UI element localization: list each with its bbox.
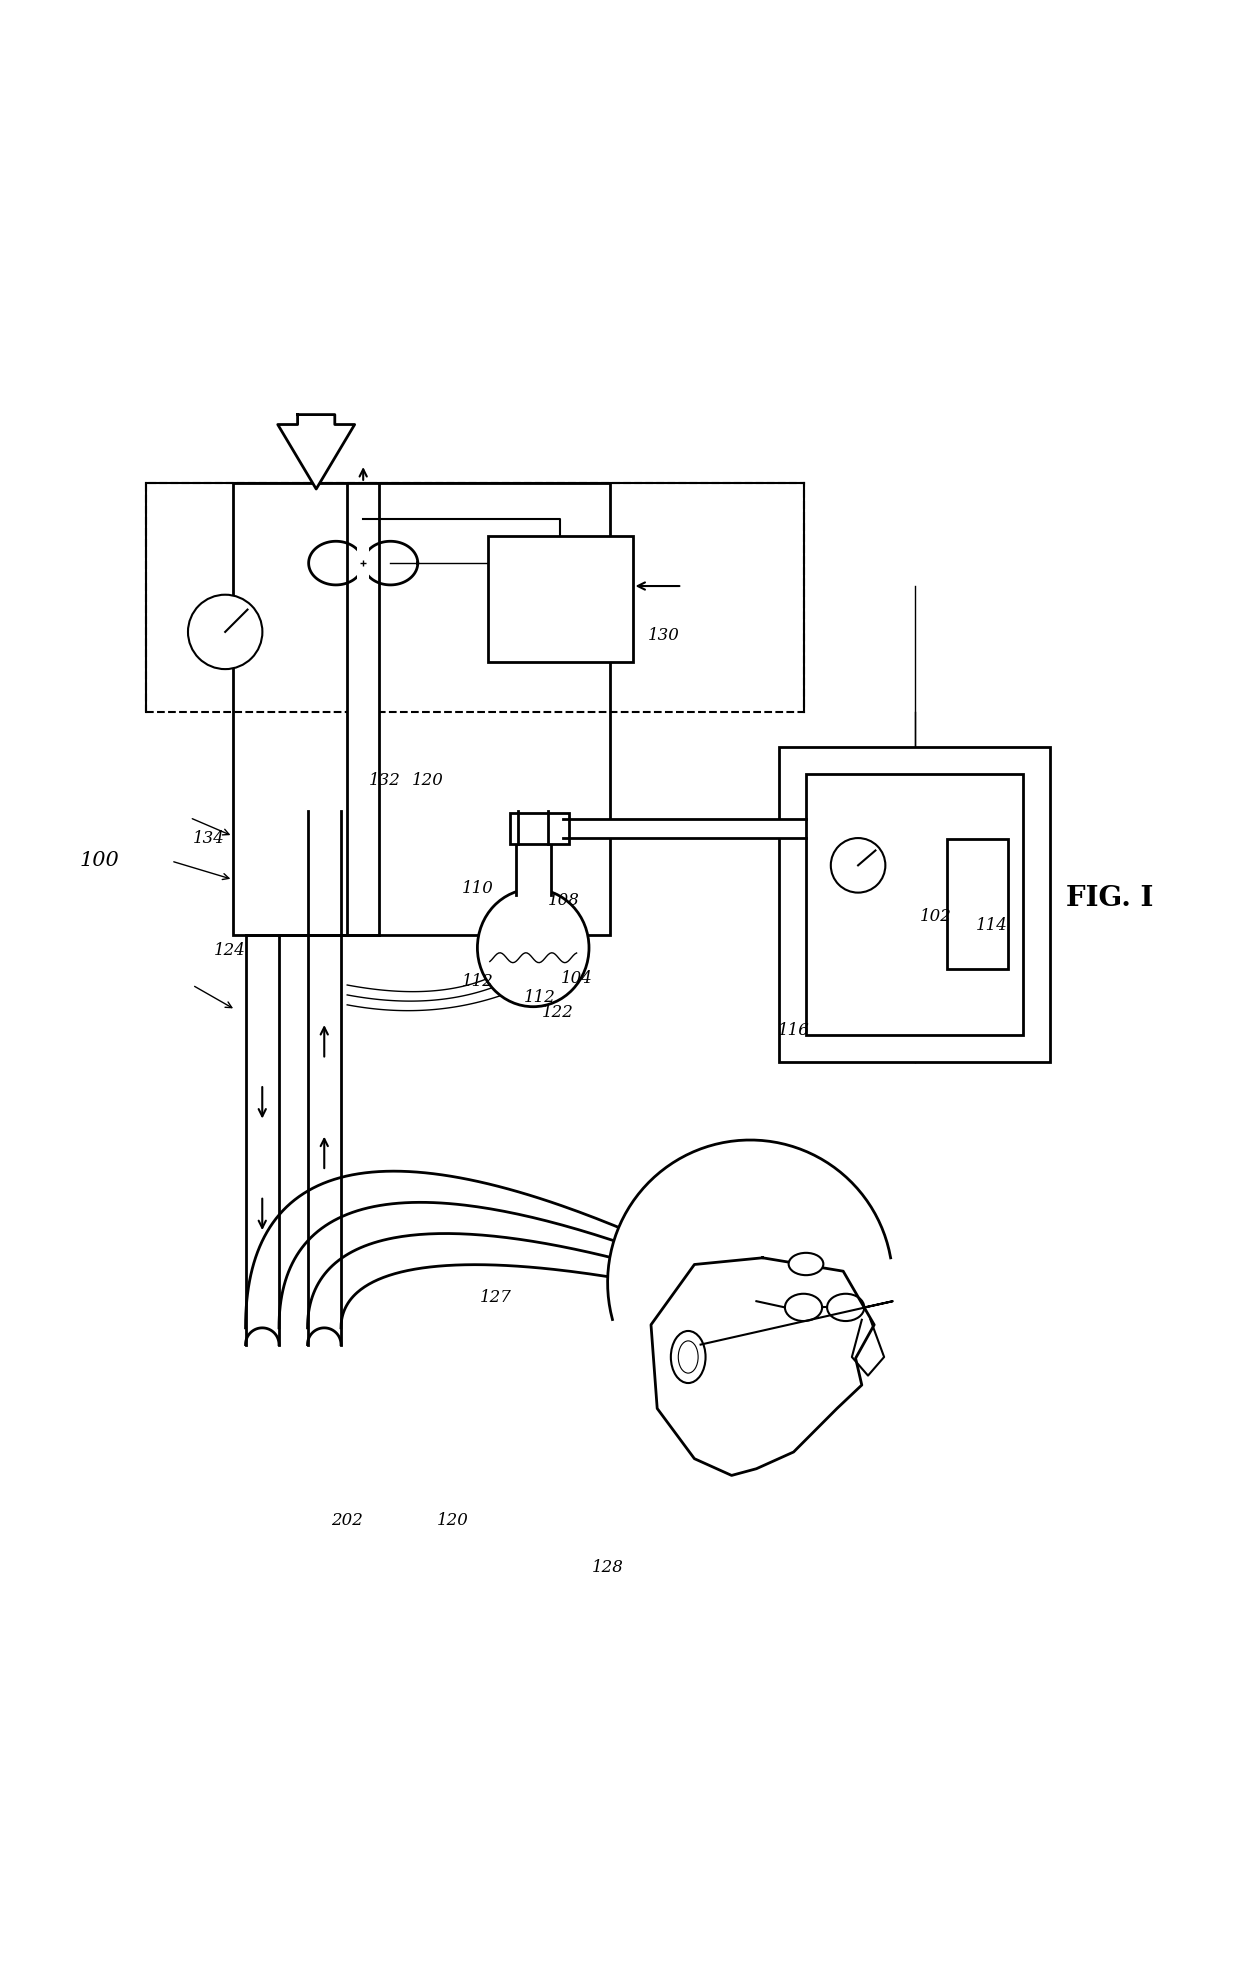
Text: 124: 124 [213, 942, 246, 959]
Text: 104: 104 [560, 971, 593, 987]
Polygon shape [608, 1141, 890, 1320]
Polygon shape [347, 483, 379, 936]
Bar [510, 814, 569, 845]
Text: 202: 202 [331, 1513, 363, 1529]
Ellipse shape [477, 888, 589, 1007]
Text: FIG. I: FIG. I [1066, 885, 1153, 912]
Text: 100: 100 [79, 851, 119, 871]
Bar [489, 536, 632, 662]
Polygon shape [651, 1257, 874, 1476]
Polygon shape [516, 841, 551, 894]
Text: 128: 128 [591, 1560, 624, 1576]
Bar [806, 774, 1023, 1034]
Text: 127: 127 [480, 1288, 512, 1306]
Polygon shape [518, 812, 548, 845]
Bar [233, 483, 610, 936]
Text: 112: 112 [461, 973, 494, 989]
Ellipse shape [789, 1253, 823, 1275]
Polygon shape [357, 538, 370, 587]
Circle shape [188, 595, 263, 670]
Bar [947, 839, 1008, 969]
Text: 116: 116 [777, 1022, 810, 1040]
Text: 112: 112 [523, 989, 556, 1007]
Bar [146, 483, 804, 713]
Text: 102: 102 [920, 908, 952, 926]
Ellipse shape [671, 1332, 706, 1383]
Text: 130: 130 [647, 626, 680, 644]
Text: 120: 120 [436, 1513, 469, 1529]
Text: 114: 114 [976, 916, 1008, 934]
Circle shape [831, 837, 885, 892]
Text: 134: 134 [192, 829, 224, 847]
Bar [779, 747, 1050, 1062]
Polygon shape [557, 820, 806, 837]
Polygon shape [278, 414, 355, 489]
Text: 132: 132 [368, 772, 401, 788]
Text: 108: 108 [548, 892, 580, 910]
Text: 122: 122 [542, 1005, 574, 1020]
Text: 120: 120 [412, 772, 444, 788]
Text: 110: 110 [461, 881, 494, 896]
